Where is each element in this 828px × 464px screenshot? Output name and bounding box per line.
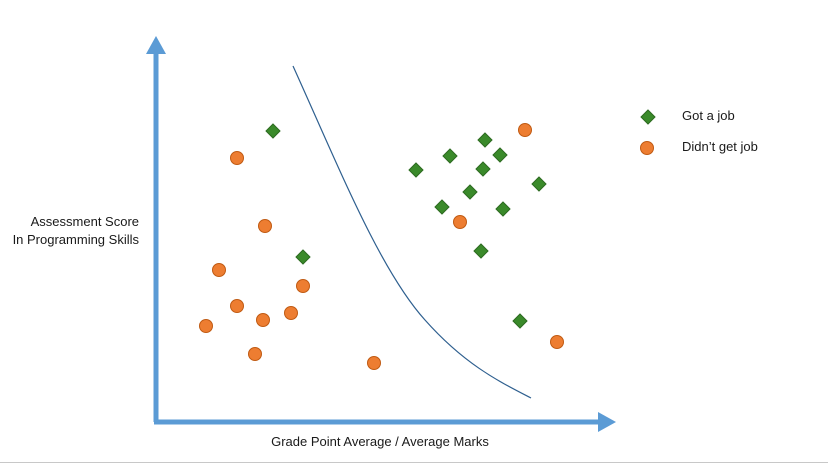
got-job-point [477,132,493,148]
got-job-point [495,201,511,217]
got-job-point [442,148,458,164]
no-job-point [367,356,381,370]
got-job-point [408,162,424,178]
got-job-point [512,313,528,329]
no-job-point [248,347,262,361]
no-job-point [296,279,310,293]
x-axis-label: Grade Point Average / Average Marks [271,434,489,449]
no-job-point [230,299,244,313]
legend-no-job-label: Didn’t get job [682,139,758,154]
decision-boundary-curve [292,65,532,399]
no-job-points [199,123,564,370]
no-job-point [550,335,564,349]
legend-green-diamond-icon [640,109,656,125]
got-job-points [265,123,547,329]
no-job-point [258,219,272,233]
legend-got-job-label: Got a job [682,108,735,123]
got-job-point [295,249,311,265]
y-axis-label-line1: Assessment Score [30,214,139,229]
no-job-point [230,151,244,165]
no-job-point [256,313,270,327]
got-job-point [492,147,508,163]
no-job-point [284,306,298,320]
got-job-point [531,176,547,192]
got-job-point [462,184,478,200]
y-axis-arrowhead [146,36,166,54]
got-job-point [434,199,450,215]
no-job-point [199,319,213,333]
y-axis-label: Assessment Score In Programming Skills [4,213,139,249]
x-axis-arrowhead [598,412,616,432]
y-axis-label-line2: In Programming Skills [12,232,139,247]
no-job-point [212,263,226,277]
no-job-point [518,123,532,137]
got-job-point [265,123,281,139]
got-job-point [473,243,489,259]
got-job-point [475,161,491,177]
no-job-point [453,215,467,229]
legend-orange-circle-icon [640,141,654,155]
bottom-border [0,462,828,463]
